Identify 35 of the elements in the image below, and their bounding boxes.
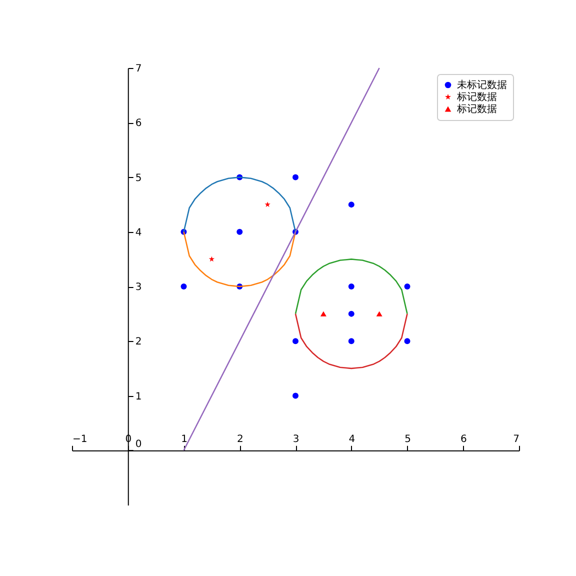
x-tick-label: 6 [460, 434, 467, 445]
y-tick-label: 5 [135, 172, 142, 184]
y-tick-label: 6 [135, 118, 142, 130]
x-tick-label: 2 [236, 434, 244, 445]
legend-label: 未标记数据 [457, 79, 507, 91]
legend-label: 标记数据 [456, 103, 497, 115]
point [264, 202, 270, 207]
point [208, 256, 215, 262]
point [292, 392, 298, 399]
y-tick-label: 2 [135, 336, 142, 348]
point [180, 284, 187, 290]
point [376, 311, 382, 316]
x-tick-label: 5 [404, 434, 411, 445]
point [348, 284, 354, 290]
y-tick-label: 1 [135, 391, 142, 402]
point [236, 228, 243, 235]
point [404, 338, 410, 344]
line-series [294, 258, 408, 314]
point [292, 174, 298, 180]
x-tick-label: −1 [72, 434, 88, 445]
point [292, 338, 298, 344]
x-tick-label: 4 [348, 434, 356, 445]
x-tick-label: 1 [181, 434, 188, 445]
point [348, 338, 354, 344]
y-tick-label: 3 [135, 282, 142, 293]
legend-label: 标记数据 [456, 91, 497, 103]
point [348, 310, 354, 317]
x-tick-label: 3 [292, 434, 300, 445]
line-series [294, 313, 408, 370]
point [348, 202, 354, 208]
point [320, 311, 326, 316]
y-tick-label: 4 [135, 227, 142, 238]
point [404, 284, 410, 290]
x-tick-label: 7 [513, 434, 520, 445]
y-tick-label: 7 [135, 64, 142, 74]
